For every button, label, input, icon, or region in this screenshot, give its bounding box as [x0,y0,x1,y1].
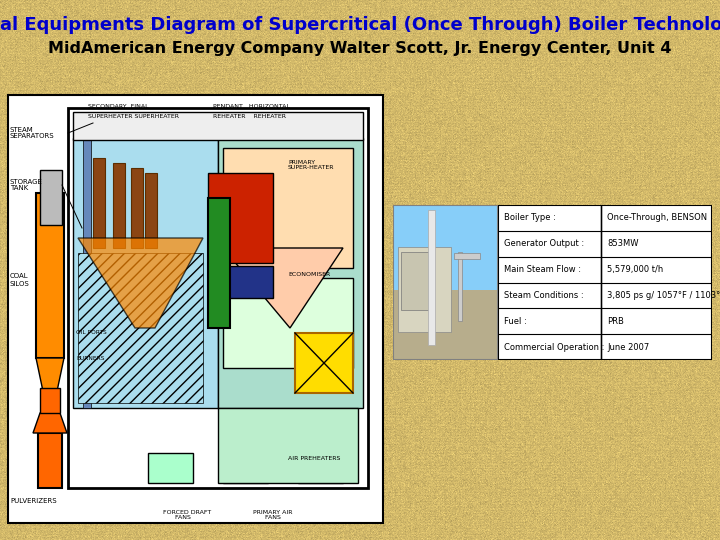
Text: 853MW: 853MW [607,239,639,248]
Text: OIL PORTS: OIL PORTS [76,330,107,335]
Text: SECONDARY  FINAL: SECONDARY FINAL [88,105,148,110]
Bar [208,266,273,298]
Text: BURNERS: BURNERS [76,355,104,361]
Text: STEAM
SEPARATORS: STEAM SEPARATORS [10,126,55,139]
Bar [223,148,353,268]
Text: ECONOMISER: ECONOMISER [288,273,330,278]
Bar [398,247,451,332]
Bar [36,193,64,358]
Bar [38,433,62,488]
Text: FORCED DRAFT
      FANS: FORCED DRAFT FANS [163,510,211,521]
Text: STORAGE
TANK: STORAGE TANK [10,179,43,192]
Text: Boiler Type :: Boiler Type : [505,213,557,222]
Bar [131,168,143,248]
Bar [218,408,358,483]
Text: 5,579,000 t/h: 5,579,000 t/h [607,265,663,274]
Bar [454,253,480,259]
Bar [73,112,363,140]
Bar [218,138,363,408]
Text: Fuel :: Fuel : [505,317,527,326]
Text: PRIMARY AIR
      FANS: PRIMARY AIR FANS [253,510,292,521]
Text: Commercial Operation :: Commercial Operation : [505,342,605,352]
Bar [8,95,383,523]
Bar [145,173,157,248]
Bar [73,138,218,408]
Bar [78,253,203,403]
Text: AIR PREHEATERS: AIR PREHEATERS [288,456,341,461]
Bar [208,198,230,328]
Text: Real Equipments Diagram of Supercritical (Once Through) Boiler Technology: Real Equipments Diagram of Supercritical… [0,16,720,34]
Text: REHEATER    REHEATER: REHEATER REHEATER [213,114,286,119]
Bar [223,453,268,483]
Text: Generator Output :: Generator Output : [505,239,585,248]
Text: 3,805 ps g/ 1057°F / 1103°F: 3,805 ps g/ 1057°F / 1103°F [607,291,720,300]
Bar [458,252,462,321]
Polygon shape [223,248,343,328]
Polygon shape [36,358,64,398]
Bar [208,173,273,263]
Text: June 2007: June 2007 [607,342,649,352]
Text: PENDANT   HORIZONTAL: PENDANT HORIZONTAL [213,105,290,110]
Bar [428,210,435,345]
Bar [113,163,125,248]
Text: COAL
SILOS: COAL SILOS [10,273,30,287]
Text: MidAmerican Energy Company Walter Scott, Jr. Energy Center, Unit 4: MidAmerican Energy Company Walter Scott,… [48,40,672,56]
Text: PRB: PRB [607,317,624,326]
Bar [401,252,431,310]
Text: PRIMARY
SUPER-HEATER: PRIMARY SUPER-HEATER [288,160,335,171]
Bar [40,388,60,413]
Polygon shape [78,238,203,328]
Bar [93,158,105,248]
Text: SUPERHEATER SUPERHEATER: SUPERHEATER SUPERHEATER [88,114,179,119]
Bar [295,333,353,393]
Text: PULVERIZERS: PULVERIZERS [10,498,57,504]
Bar [68,108,368,488]
Bar [40,170,62,225]
Text: Main Steam Flow :: Main Steam Flow : [505,265,582,274]
Bar [83,118,91,408]
Text: Once-Through, BENSON: Once-Through, BENSON [607,213,707,222]
Bar [298,453,343,483]
Bar [148,453,193,483]
Polygon shape [33,413,67,433]
Text: Steam Conditions :: Steam Conditions : [505,291,584,300]
Bar [223,278,353,368]
